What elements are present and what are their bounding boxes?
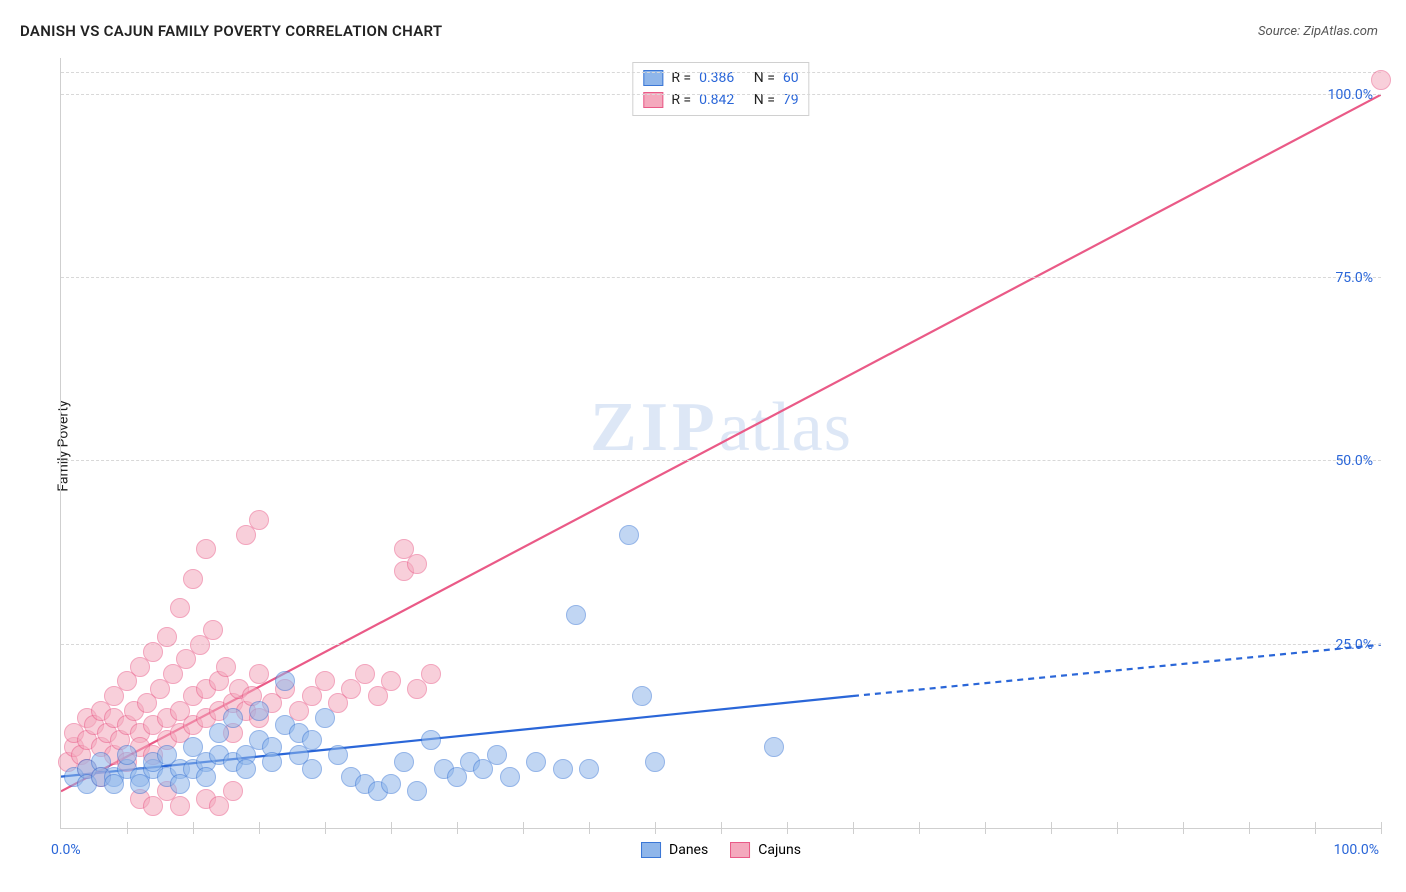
x-tick — [853, 822, 854, 834]
data-point-cajuns — [249, 664, 269, 684]
y-tick-label: 75.0% — [1335, 270, 1373, 286]
legend-stats-row-cajuns: R = 0.842 N = 79 — [643, 89, 798, 111]
data-point-cajuns — [249, 510, 269, 530]
data-point-cajuns — [216, 657, 236, 677]
data-point-cajuns — [196, 539, 216, 559]
y-tick-label: 25.0% — [1335, 637, 1373, 653]
data-point-danes — [275, 671, 295, 691]
data-point-danes — [526, 752, 546, 772]
data-point-danes — [553, 759, 573, 779]
x-axis-label-min: 0.0% — [51, 842, 81, 858]
x-tick — [127, 822, 128, 834]
data-point-danes — [645, 752, 665, 772]
data-point-cajuns — [170, 598, 190, 618]
x-tick — [523, 822, 524, 834]
data-point-cajuns — [157, 627, 177, 647]
data-point-danes — [223, 708, 243, 728]
gridline — [61, 277, 1381, 278]
data-point-danes — [117, 745, 137, 765]
data-point-danes — [394, 752, 414, 772]
data-point-cajuns — [421, 664, 441, 684]
chart-title: DANISH VS CAJUN FAMILY POVERTY CORRELATI… — [20, 22, 442, 40]
y-tick-label: 100.0% — [1328, 87, 1373, 103]
data-point-cajuns — [407, 554, 427, 574]
x-tick — [1249, 822, 1250, 834]
data-point-danes — [262, 752, 282, 772]
x-tick — [985, 822, 986, 834]
data-point-cajuns — [381, 671, 401, 691]
plot-area: ZIPatlas R = 0.386 N = 60 R = 0.842 N = … — [60, 58, 1381, 829]
x-tick — [1051, 822, 1052, 834]
data-point-danes — [315, 708, 335, 728]
data-point-danes — [196, 767, 216, 787]
data-point-danes — [328, 745, 348, 765]
legend-stats: R = 0.386 N = 60 R = 0.842 N = 79 — [632, 62, 809, 116]
x-tick — [1117, 822, 1118, 834]
data-point-danes — [619, 525, 639, 545]
data-point-danes — [236, 759, 256, 779]
data-point-danes — [381, 774, 401, 794]
data-point-danes — [764, 737, 784, 757]
x-tick — [457, 822, 458, 834]
data-point-danes — [500, 767, 520, 787]
gridline — [61, 460, 1381, 461]
legend-swatch-cajuns-2 — [730, 842, 750, 858]
source-attribution: Source: ZipAtlas.com — [1258, 24, 1378, 39]
x-tick — [391, 822, 392, 834]
data-point-cajuns — [183, 569, 203, 589]
y-tick-label: 50.0% — [1335, 453, 1373, 469]
x-tick — [589, 822, 590, 834]
gridline — [61, 644, 1381, 645]
x-tick — [1183, 822, 1184, 834]
legend-stats-row-danes: R = 0.386 N = 60 — [643, 67, 798, 89]
x-tick — [919, 822, 920, 834]
data-point-danes — [421, 730, 441, 750]
data-point-cajuns — [203, 620, 223, 640]
data-point-danes — [249, 701, 269, 721]
data-point-danes — [632, 686, 652, 706]
gridline — [61, 94, 1381, 95]
data-point-danes — [566, 605, 586, 625]
data-point-danes — [487, 745, 507, 765]
x-tick — [1315, 822, 1316, 834]
data-point-danes — [302, 730, 322, 750]
data-point-cajuns — [355, 664, 375, 684]
x-tick — [655, 822, 656, 834]
x-tick — [259, 822, 260, 834]
data-point-cajuns — [170, 796, 190, 816]
legend-item-cajuns: Cajuns — [730, 842, 801, 858]
x-tick — [721, 822, 722, 834]
data-point-cajuns — [223, 781, 243, 801]
x-axis-label-max: 100.0% — [1334, 842, 1379, 858]
watermark: ZIPatlas — [590, 388, 852, 468]
data-point-cajuns — [1371, 70, 1391, 90]
data-point-danes — [302, 759, 322, 779]
data-point-cajuns — [315, 671, 335, 691]
x-tick — [787, 822, 788, 834]
x-tick — [193, 822, 194, 834]
x-tick — [1381, 822, 1382, 834]
data-point-danes — [407, 781, 427, 801]
legend-swatch-danes-2 — [641, 842, 661, 858]
legend-series: Danes Cajuns — [641, 842, 801, 858]
x-tick — [325, 822, 326, 834]
data-point-danes — [579, 759, 599, 779]
chart-container: DANISH VS CAJUN FAMILY POVERTY CORRELATI… — [0, 0, 1406, 892]
legend-item-danes: Danes — [641, 842, 708, 858]
